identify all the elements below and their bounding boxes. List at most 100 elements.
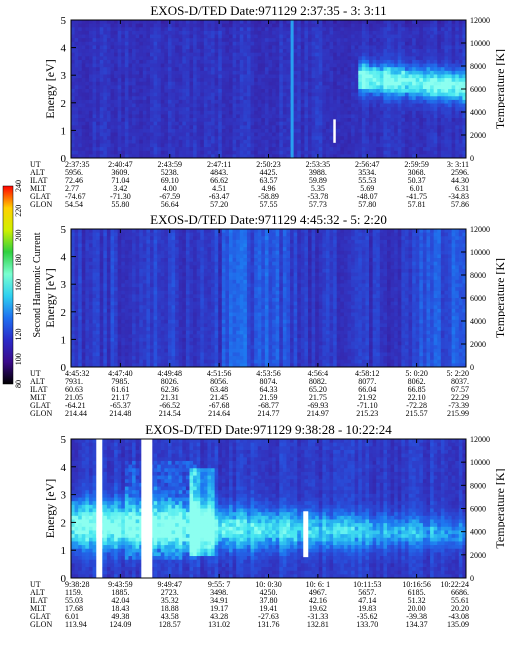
heatmap-cell [146, 96, 151, 101]
heatmap-cell [347, 121, 352, 126]
heatmap-cell [182, 38, 187, 43]
heatmap-cell [157, 107, 162, 112]
heatmap-cell [171, 49, 176, 54]
heatmap-cell [293, 147, 298, 152]
heatmap-cell [85, 363, 90, 368]
heatmap-cell [444, 27, 449, 32]
heatmap-cell [282, 150, 287, 155]
heatmap-cell [103, 38, 108, 43]
heatmap-cell [96, 121, 101, 126]
heatmap-cell [96, 136, 101, 141]
heatmap-cell [114, 330, 119, 335]
heatmap-cell [114, 305, 119, 310]
heatmap-cell [404, 99, 409, 104]
heatmap-cell [132, 261, 137, 266]
heatmap-cell [85, 59, 90, 64]
heatmap-cell [264, 38, 269, 43]
heatmap-cell [308, 81, 312, 86]
heatmap-cell [286, 125, 291, 130]
heatmap-cell [110, 337, 115, 342]
heatmap-cell [211, 147, 216, 152]
heatmap-cell [361, 85, 366, 90]
heatmap-cell [311, 147, 316, 152]
heatmap-cell [408, 99, 413, 104]
heatmap-cell [142, 154, 147, 159]
heatmap-cell [358, 38, 363, 43]
heatmap-cell [146, 45, 151, 50]
heatmap-cell [92, 63, 97, 68]
heatmap-cell [415, 45, 420, 50]
heatmap-cell [92, 305, 97, 310]
heatmap-cell [257, 96, 262, 101]
heatmap-cell [81, 45, 86, 50]
heatmap-cell [426, 30, 431, 35]
heatmap-cell [171, 41, 176, 46]
heatmap-cell [444, 107, 449, 112]
heatmap-cell [117, 103, 122, 108]
heatmap-cell [218, 110, 223, 115]
heatmap-cell [383, 49, 388, 54]
heatmap-cell [336, 139, 341, 144]
heatmap-cell [455, 78, 460, 83]
heatmap-cell [103, 110, 108, 115]
heatmap-cell [196, 38, 201, 43]
heatmap-cell [275, 20, 280, 25]
heatmap-cell [142, 49, 147, 54]
heatmap-cell [236, 143, 241, 148]
heatmap-cell [318, 78, 323, 83]
heatmap-cell [160, 70, 165, 75]
heatmap-cell [272, 74, 277, 79]
heatmap-cell [200, 38, 205, 43]
heatmap-cell [261, 27, 266, 32]
heatmap-cell [257, 107, 262, 112]
heatmap-cell [135, 74, 140, 79]
heatmap-cell [99, 89, 104, 94]
heatmap-cell [81, 279, 86, 284]
heatmap-cell [361, 30, 366, 35]
heatmap-cell [351, 132, 356, 137]
heatmap-cell [85, 154, 90, 159]
heatmap-cell [182, 34, 187, 39]
heatmap-cell [394, 118, 399, 123]
heatmap-cell [71, 319, 75, 324]
heatmap-cell [458, 56, 463, 61]
heatmap-cell [207, 125, 212, 130]
heatmap-cell [286, 92, 291, 97]
heatmap-cell [128, 265, 133, 270]
heatmap-cell [218, 128, 223, 133]
heatmap-cell [311, 125, 316, 130]
heatmap-cell [229, 63, 233, 68]
heatmap-cell [315, 99, 320, 104]
heatmap-cell [74, 81, 79, 86]
heatmap-cell [293, 38, 298, 43]
heatmap-cell [329, 89, 334, 94]
heatmap-cell [451, 89, 456, 94]
heatmap-cell [229, 20, 233, 25]
heatmap-cell [300, 56, 305, 61]
heatmap-cell [272, 63, 277, 68]
heatmap-cell [157, 154, 162, 159]
heatmap-cell [124, 114, 129, 119]
heatmap-cell [361, 45, 366, 50]
heatmap-cell [440, 121, 445, 126]
heatmap-cell [365, 78, 370, 83]
heatmap-cell [74, 334, 79, 339]
heatmap-cell [211, 70, 216, 75]
heatmap-cell [365, 30, 370, 35]
heatmap-cell [110, 59, 115, 64]
heatmap-cell [394, 121, 399, 126]
heatmap-cell [308, 107, 312, 112]
heatmap-cell [315, 118, 320, 123]
heatmap-cell [211, 38, 216, 43]
heatmap-cell [132, 78, 137, 83]
heatmap-cell [103, 49, 108, 54]
heatmap-cell [74, 341, 79, 346]
heatmap-cell [379, 118, 384, 123]
heatmap-cell [189, 150, 194, 155]
heatmap-cell [272, 30, 277, 35]
heatmap-cell [394, 143, 399, 148]
heatmap-cell [325, 52, 330, 57]
heatmap-cell [193, 114, 198, 119]
heatmap-cell [254, 147, 259, 152]
heatmap-cell [164, 63, 169, 68]
